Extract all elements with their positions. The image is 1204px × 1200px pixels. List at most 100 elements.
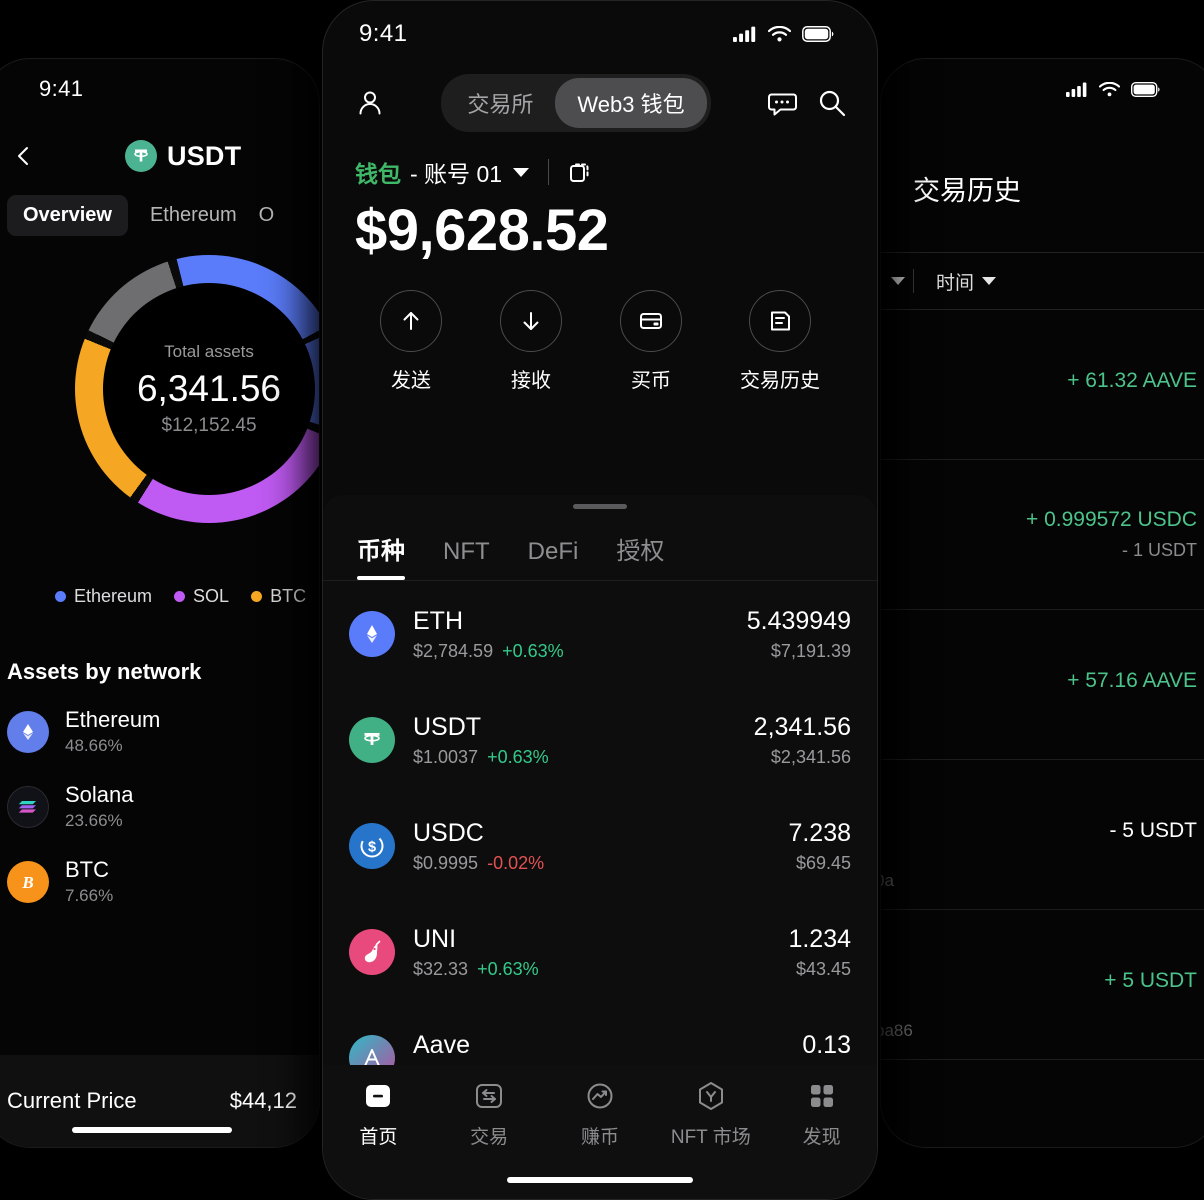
donut-center: Total assets 6,341.56 $12,152.45: [103, 283, 315, 495]
table-row[interactable]: + 57.16 AAVE: [881, 610, 1204, 760]
tab-trade[interactable]: 交易: [439, 1079, 539, 1149]
action-label: 买币: [631, 370, 671, 392]
tab-label: 赚币: [580, 1127, 619, 1148]
list-item[interactable]: UNI $32.33 +0.63% 1.234 $43.45: [349, 899, 851, 1005]
legend-item-ethereum: Ethereum: [55, 586, 152, 607]
list-item[interactable]: ETH $2,784.59 +0.63% 5.439949 $7,191.39: [349, 581, 851, 687]
tab-overview[interactable]: Overview: [7, 195, 128, 236]
earn-icon: [583, 1079, 617, 1113]
transaction-list: + 61.32 AAVE + 0.999572 USDC - 1 USDT + …: [881, 310, 1204, 1060]
tab-discover[interactable]: 发现: [772, 1079, 872, 1149]
battery-icon: [1131, 81, 1161, 97]
tx-amount: + 0.999572 USDC: [1025, 508, 1197, 531]
home-icon: [361, 1079, 395, 1113]
filter-bar: 时间: [881, 252, 1204, 310]
table-row[interactable]: + 61.32 AAVE: [881, 310, 1204, 460]
donut-center-value: 6,341.56: [136, 367, 282, 409]
action-receive[interactable]: 接收: [500, 290, 562, 393]
action-send[interactable]: 发送: [380, 290, 442, 393]
network-list: Ethereum 48.66% Solana 23.66%: [0, 685, 319, 906]
tx-hash: ba86: [881, 1021, 913, 1040]
action-label: 接收: [511, 370, 551, 392]
tab-exchange[interactable]: 交易所: [467, 92, 534, 117]
tab-ethereum[interactable]: Ethereum: [149, 204, 237, 226]
current-price-bar: Current Price $44,12: [0, 1055, 319, 1147]
tab-nft-market[interactable]: NFT 市场: [661, 1079, 761, 1149]
token-price: $32.33: [413, 958, 469, 979]
token-quantity: 2,341.56: [753, 712, 851, 741]
wallet-selector[interactable]: 钱包 - 账号 01: [323, 131, 877, 189]
tab-home[interactable]: 首页: [328, 1079, 428, 1149]
token-price: $0.9995: [413, 852, 479, 873]
filter-time[interactable]: 时间: [936, 268, 997, 295]
right-status-bar: [881, 59, 1204, 119]
action-label: 发送: [391, 370, 431, 392]
table-row[interactable]: + 5 USDT ba86: [881, 910, 1204, 1060]
donut-center-sub: $12,152.45: [161, 414, 257, 436]
usdc-icon: $: [349, 823, 395, 869]
chevron-left-icon[interactable]: [11, 143, 37, 169]
tab-earn[interactable]: 赚币: [550, 1079, 650, 1149]
action-buy[interactable]: 买币: [620, 290, 682, 393]
sheet-grabber[interactable]: [573, 504, 627, 509]
cellular-icon: [1066, 82, 1088, 97]
list-item[interactable]: B BTC 7.66%: [7, 857, 319, 906]
network-pct: 23.66%: [65, 811, 123, 830]
chat-bubble-icon[interactable]: [767, 88, 797, 118]
copy-icon[interactable]: [568, 159, 594, 185]
network-name: Ethereum: [65, 707, 161, 732]
wallet-balance: $9,628.52: [355, 198, 609, 263]
table-row[interactable]: + 0.999572 USDC - 1 USDT: [881, 460, 1204, 610]
left-nav-row: USDT: [0, 119, 319, 179]
tab-approvals[interactable]: 授权: [616, 538, 665, 565]
svg-text:B: B: [21, 873, 33, 892]
list-item[interactable]: USDT $1.0037 +0.63% 2,341.56 $2,341.56: [349, 687, 851, 793]
nft-icon: [694, 1079, 728, 1113]
current-price-label: Current Price: [7, 1088, 137, 1113]
person-icon[interactable]: [355, 88, 385, 118]
document-icon: [749, 290, 811, 352]
list-item[interactable]: Ethereum 48.66%: [7, 707, 319, 756]
chevron-down-icon[interactable]: [891, 277, 905, 285]
token-change: +0.63%: [502, 640, 564, 661]
token-quantity: 0.13: [802, 1030, 851, 1059]
tab-other[interactable]: O: [258, 204, 275, 226]
tx-amount: + 61.32 AAVE: [1067, 368, 1197, 392]
list-item[interactable]: $ USDC $0.9995 -0.02% 7.238 $: [349, 793, 851, 899]
bitcoin-icon: B: [7, 860, 49, 903]
token-symbol: ETH: [413, 606, 463, 635]
chevron-down-icon[interactable]: [513, 167, 530, 177]
credit-card-icon: [620, 290, 682, 352]
tx-amount: + 57.16 AAVE: [1067, 668, 1197, 692]
token-quantity: 1.234: [788, 924, 851, 953]
svg-text:$: $: [368, 840, 376, 856]
tx-sub: - 1 USDT: [1121, 540, 1197, 560]
token-value: $69.45: [795, 852, 851, 873]
tab-nft[interactable]: NFT: [443, 538, 490, 565]
network-pct: 48.66%: [65, 736, 123, 755]
center-top-bar: 交易所 Web3 钱包: [323, 67, 877, 132]
asset-donut-chart: Total assets 6,341.56 $12,152.45: [0, 250, 319, 580]
donut-center-label: Total assets: [164, 341, 254, 361]
tab-coins[interactable]: 币种: [357, 531, 405, 580]
status-clock: 9:41: [359, 20, 408, 47]
table-row[interactable]: - 5 USDT 0a: [881, 760, 1204, 910]
ethereum-icon: [7, 710, 49, 753]
token-change: -0.02%: [487, 852, 545, 873]
swap-icon: [472, 1079, 506, 1113]
uniswap-icon: [349, 929, 395, 975]
current-price-value: $44,12: [229, 1088, 297, 1113]
action-history[interactable]: 交易历史: [740, 290, 820, 393]
left-status-bar: 9:41: [0, 59, 319, 119]
token-quantity: 7.238: [788, 818, 851, 847]
token-symbol: UNI: [413, 924, 457, 953]
phone-center: 9:41: [322, 0, 878, 1200]
search-icon[interactable]: [817, 88, 847, 118]
tab-label: NFT 市场: [670, 1127, 751, 1148]
tab-web3-wallet[interactable]: Web3 钱包: [555, 78, 707, 128]
legend-item-sol: SOL: [174, 586, 229, 607]
tether-icon: [349, 717, 395, 763]
tab-label: 首页: [359, 1127, 398, 1148]
tab-defi[interactable]: DeFi: [527, 538, 579, 565]
list-item[interactable]: Solana 23.66%: [7, 782, 319, 831]
